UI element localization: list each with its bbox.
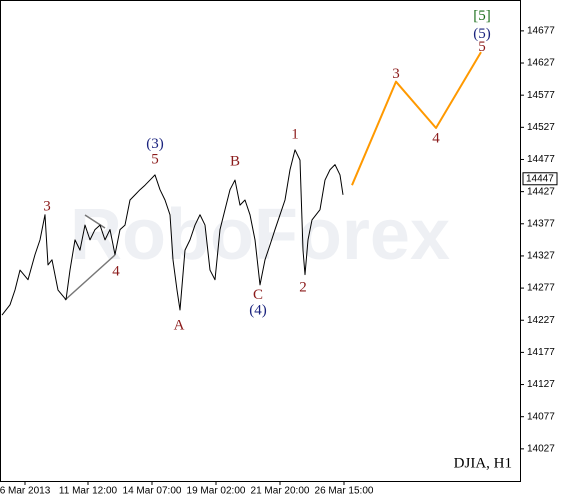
y-tick-label: 14527 [527, 122, 555, 133]
wave-label: 3 [43, 198, 51, 214]
y-tick-label: 14577 [527, 90, 555, 101]
y-tick-label: 14277 [527, 283, 555, 294]
wave-label: 3 [392, 66, 400, 82]
y-tick-label: 14127 [527, 379, 555, 390]
last-price-box [522, 172, 558, 186]
wave-label: 1 [291, 126, 299, 142]
y-tick-label: 14027 [527, 443, 555, 454]
wave-label: (3) [146, 136, 164, 152]
x-tick-label: 14 Mar 07:00 [123, 486, 182, 497]
trend-line [64, 254, 116, 301]
y-tick-label: 14377 [527, 218, 555, 229]
last-price-label: 14447 [526, 173, 554, 184]
y-tick-label: 14077 [527, 411, 555, 422]
wave-label: [5] [473, 8, 491, 24]
wave-label: C [253, 287, 263, 303]
wave-label: 4 [112, 263, 120, 279]
wave-label: 5 [478, 39, 486, 55]
wave-label: B [230, 153, 240, 169]
x-tick-label: 6 Mar 2013 [0, 486, 51, 497]
y-tick-label: 14627 [527, 58, 555, 69]
trend-line [84, 214, 106, 229]
y-tick-label: 14327 [527, 251, 555, 262]
plot-frame [0, 0, 521, 482]
price-line [1, 149, 344, 316]
wave-label: 2 [299, 280, 307, 296]
y-tick-label: 14177 [527, 347, 555, 358]
wave-label: 4 [432, 130, 440, 146]
y-tick-label: 14427 [527, 186, 555, 197]
wave-label: (5) [473, 26, 491, 42]
price-line [351, 51, 482, 186]
y-tick-label: 14677 [527, 26, 555, 37]
wave-label: 5 [151, 152, 159, 168]
x-tick-label: 19 Mar 02:00 [187, 486, 246, 497]
wave-label: (4) [249, 303, 267, 319]
x-tick-label: 21 Mar 20:00 [251, 486, 310, 497]
y-tick-label: 14477 [527, 154, 555, 165]
x-tick-label: 26 Mar 15:00 [315, 486, 374, 497]
x-tick-label: 11 Mar 12:00 [59, 486, 118, 497]
chart-title: DJIA, H1 [454, 455, 512, 471]
wave-label: A [174, 317, 185, 333]
y-tick-label: 14227 [527, 315, 555, 326]
watermark: RoboForex [70, 195, 450, 275]
